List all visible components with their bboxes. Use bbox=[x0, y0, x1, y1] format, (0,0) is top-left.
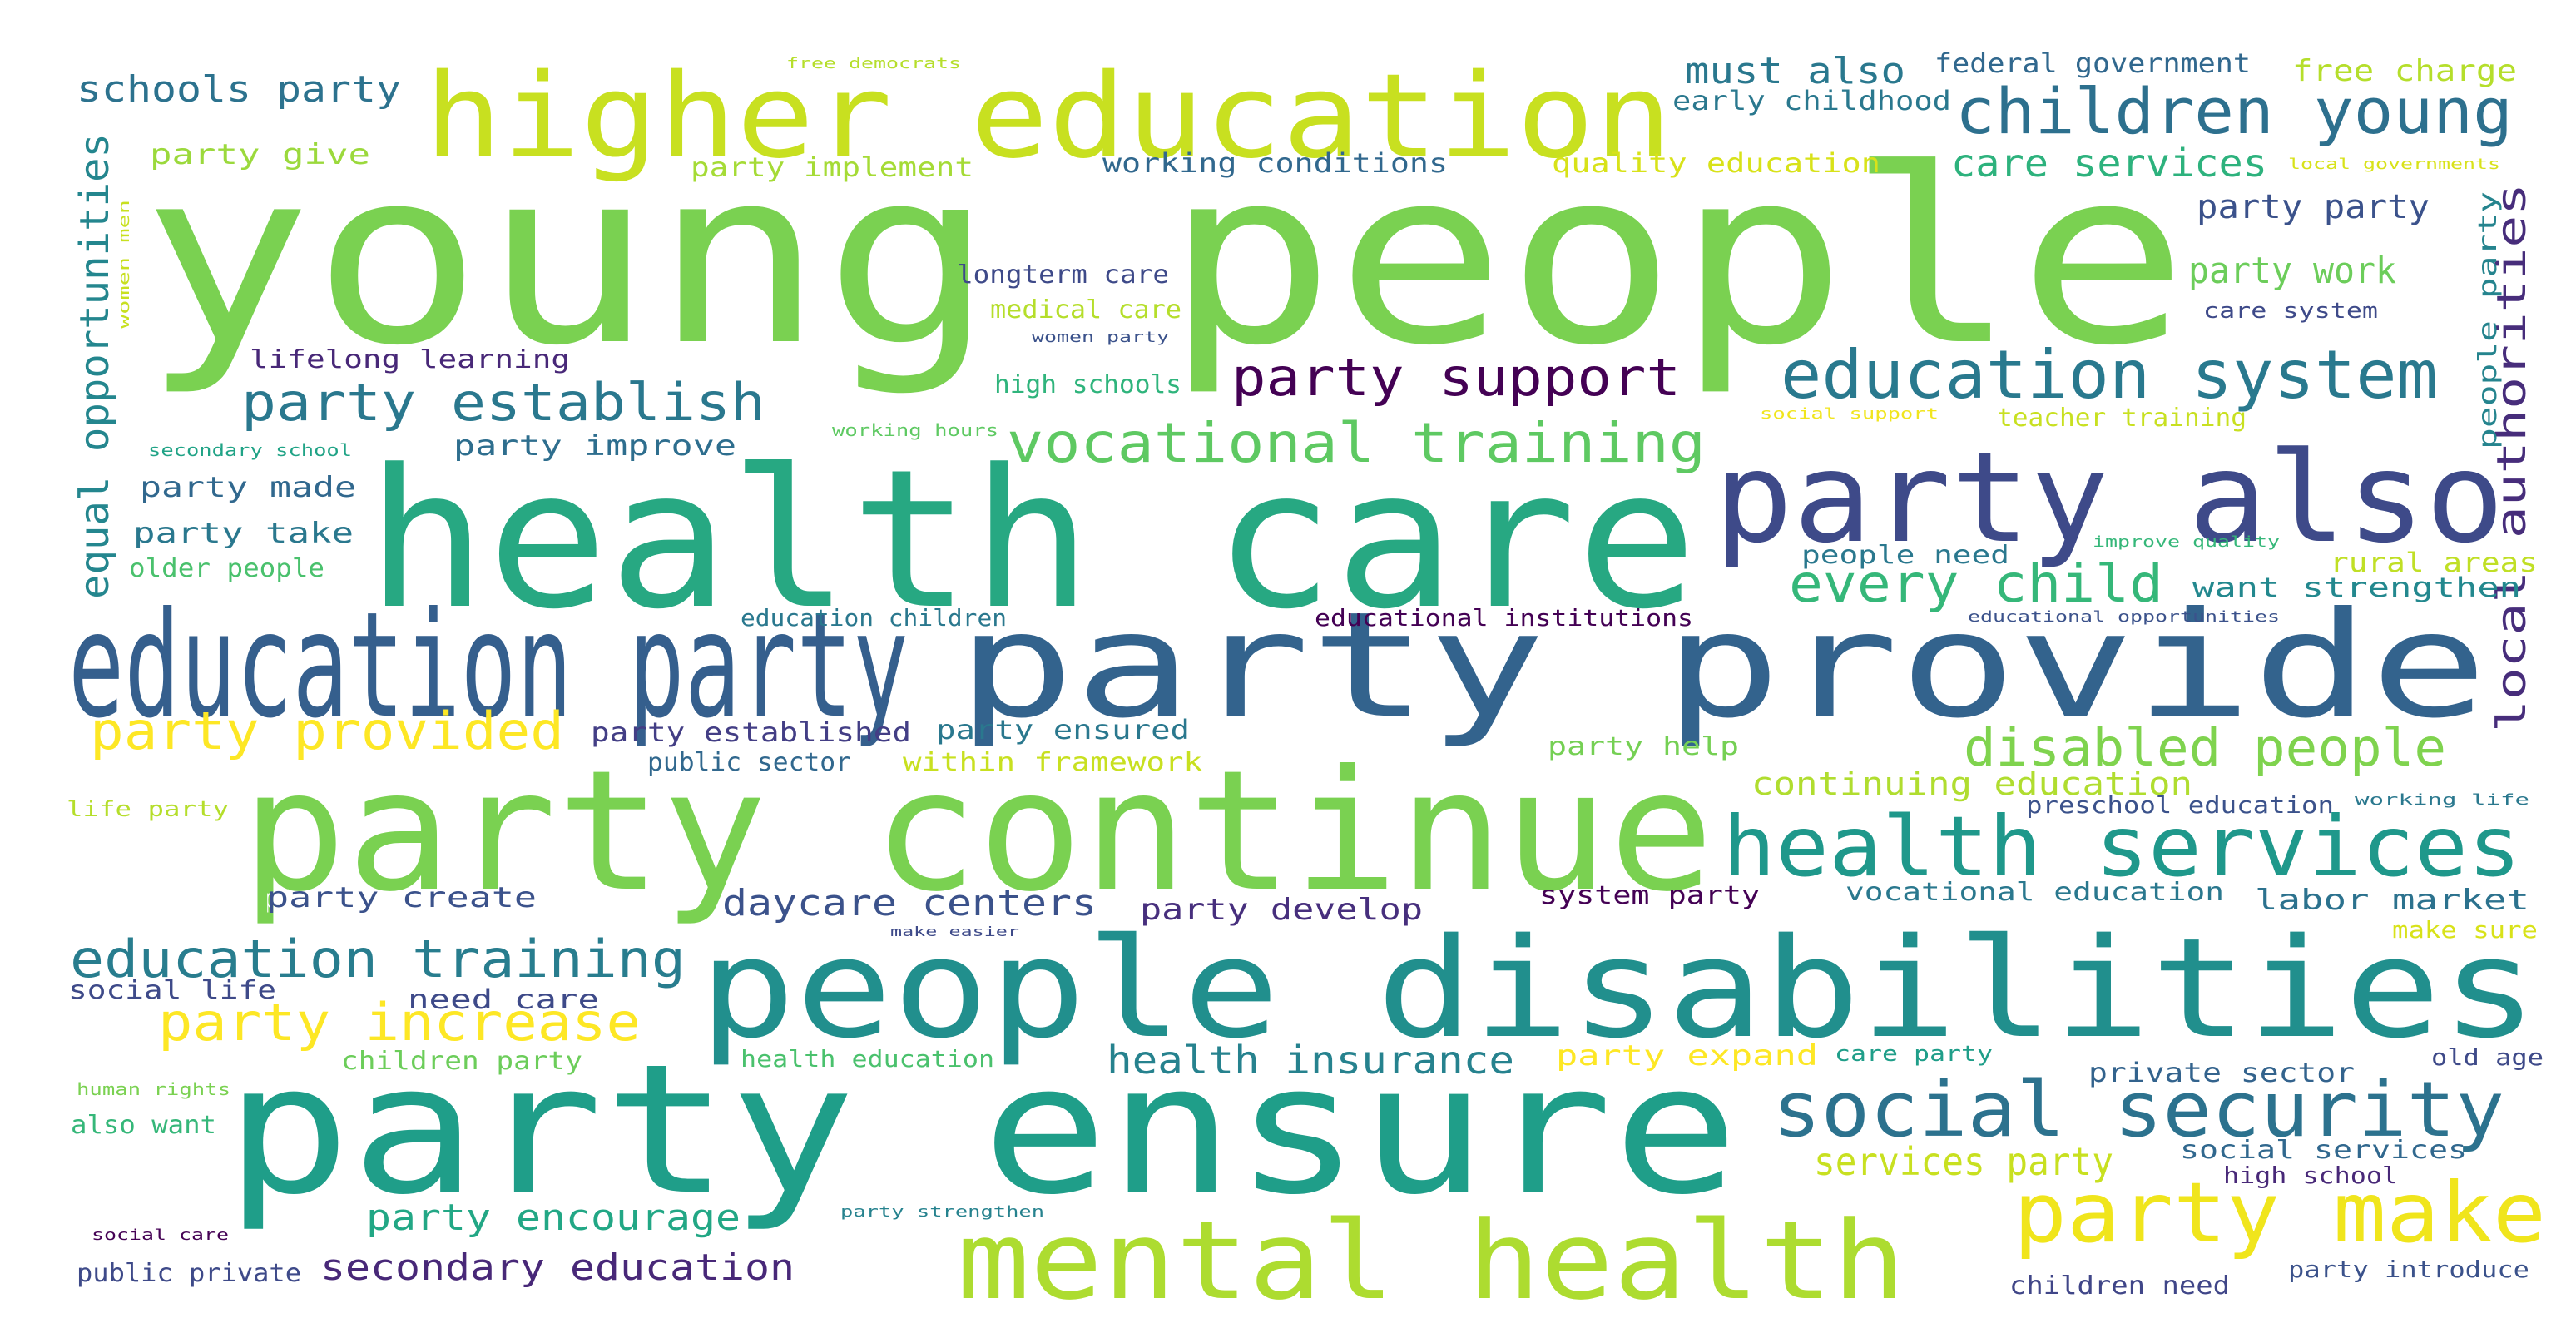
word-party-ensured: party ensured bbox=[936, 714, 1190, 746]
word-people-need: people need bbox=[1801, 541, 2009, 570]
word-system-party: system party bbox=[1539, 881, 1760, 910]
word-care-party: care party bbox=[1835, 1042, 1993, 1067]
word-within-framework: within framework bbox=[903, 748, 1202, 777]
word-want-strengthen: want strengthen bbox=[2192, 572, 2521, 603]
word-people-party: people party bbox=[2474, 191, 2503, 449]
word-party-take: party take bbox=[133, 517, 354, 550]
word-equal-opportunities: equal opportunities bbox=[72, 133, 118, 599]
word-human-rights: human rights bbox=[77, 1079, 230, 1099]
word-party-encourage: party encourage bbox=[366, 1197, 741, 1239]
word-party-provided: party provided bbox=[90, 701, 564, 761]
word-party-introduce: party introduce bbox=[2288, 1256, 2529, 1283]
word-vocational-training: vocational training bbox=[1007, 411, 1706, 475]
word-free-charge: free charge bbox=[2292, 54, 2517, 88]
word-party-develop: party develop bbox=[1140, 893, 1423, 927]
word-party-work: party work bbox=[2188, 250, 2396, 292]
word-care-services: care services bbox=[1951, 141, 2267, 186]
word-education-system: education system bbox=[1781, 336, 2438, 414]
word-longterm-care: longterm care bbox=[957, 260, 1169, 290]
word-teacher-training: teacher training bbox=[1997, 404, 2247, 433]
word-daycare-centers: daycare centers bbox=[722, 882, 1097, 924]
word-party-made: party made bbox=[140, 471, 356, 504]
word-party-support: party support bbox=[1231, 347, 1681, 408]
word-working-conditions: working conditions bbox=[1102, 147, 1448, 179]
word-high-schools: high schools bbox=[994, 370, 1181, 399]
word-party-give: party give bbox=[150, 138, 370, 171]
word-social-services: social services bbox=[2180, 1136, 2467, 1165]
word-party-implement: party implement bbox=[691, 151, 973, 183]
word-secondary-school: secondary school bbox=[148, 440, 352, 460]
word-lifelong-learning: lifelong learning bbox=[250, 345, 570, 374]
word-life-party: life party bbox=[67, 797, 229, 822]
word-party-expand: party expand bbox=[1556, 1039, 1818, 1073]
word-improve-quality: improve quality bbox=[2093, 533, 2280, 551]
word-education-children: education children bbox=[741, 604, 1007, 632]
word-social-care: social care bbox=[92, 1226, 229, 1244]
word-social-life: social life bbox=[68, 976, 276, 1005]
word-older-people: older people bbox=[129, 554, 324, 583]
word-free-democrats: free democrats bbox=[786, 55, 961, 72]
word-party-help: party help bbox=[1548, 732, 1739, 761]
word-labor-market: labor market bbox=[2255, 884, 2529, 917]
word-make-sure: make sure bbox=[2392, 916, 2538, 944]
word-party-establish: party establish bbox=[241, 372, 765, 433]
word-working-hours: working hours bbox=[832, 420, 998, 440]
word-early-childhood: early childhood bbox=[1672, 85, 1951, 116]
word-women-party: women party bbox=[1032, 329, 1169, 346]
word-higher-education: higher education bbox=[424, 49, 1672, 185]
word-health-education: health education bbox=[741, 1045, 994, 1073]
word-make-easier: make easier bbox=[890, 924, 1020, 939]
word-preschool-education: preschool education bbox=[2026, 791, 2334, 819]
word-public-sector: public sector bbox=[647, 748, 851, 777]
word-medical-care: medical care bbox=[990, 295, 1181, 325]
word-services-party: services party bbox=[1814, 1139, 2113, 1184]
word-schools-party: schools party bbox=[77, 68, 401, 111]
word-children-party: children party bbox=[341, 1047, 582, 1076]
word-party-improve: party improve bbox=[453, 429, 736, 463]
word-secondary-education: secondary education bbox=[320, 1246, 795, 1289]
word-mental-health: mental health bbox=[957, 1197, 1905, 1324]
word-quality-education: quality education bbox=[1552, 147, 1880, 179]
word-educational-institutions: educational institutions bbox=[1315, 604, 1693, 632]
word-educational-opportunities: educational opportunities bbox=[1968, 608, 2280, 626]
word-old-age: old age bbox=[2431, 1043, 2544, 1071]
word-local-governments: local governments bbox=[2288, 156, 2500, 173]
word-children-need: children need bbox=[2009, 1271, 2230, 1301]
word-care-system: care system bbox=[2203, 299, 2378, 324]
word-need-care: need care bbox=[408, 984, 599, 1015]
word-high-school: high school bbox=[2223, 1162, 2398, 1189]
word-social-support: social support bbox=[1760, 405, 1939, 423]
word-public-private: public private bbox=[77, 1259, 301, 1288]
word-working-life: working life bbox=[2355, 791, 2529, 809]
word-private-sector: private sector bbox=[2088, 1057, 2355, 1088]
word-party-party: party party bbox=[2197, 188, 2430, 226]
word-party-create: party create bbox=[266, 881, 537, 914]
word-also-want: also want bbox=[71, 1111, 216, 1140]
word-party-strengthen: party strengthen bbox=[840, 1203, 1044, 1221]
word-party-established: party established bbox=[591, 716, 911, 748]
word-federal-government: federal government bbox=[1934, 47, 2251, 79]
word-vocational-education: vocational education bbox=[1845, 878, 2224, 907]
word-women-men: women men bbox=[116, 200, 133, 329]
word-health-insurance: health insurance bbox=[1107, 1038, 1514, 1083]
